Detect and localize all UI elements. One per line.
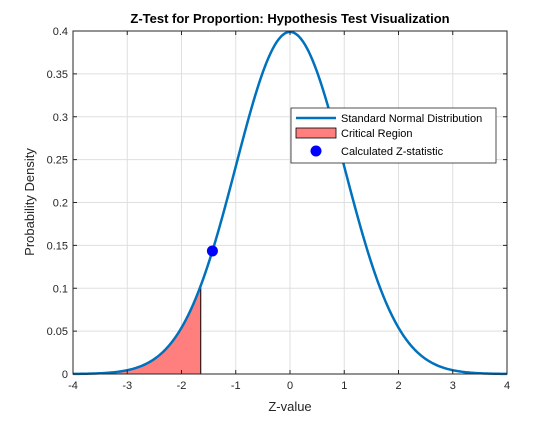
- x-tick-label: -4: [68, 380, 78, 392]
- y-tick-label: 0.15: [47, 240, 68, 252]
- y-axis-label: Probability Density: [22, 148, 37, 256]
- y-tick-label: 0.35: [47, 69, 68, 81]
- x-tick-labels: -4 -3 -2 -1 0 1 2 3 4: [68, 380, 510, 392]
- z-statistic-point: [206, 245, 218, 257]
- legend: Standard Normal Distribution Critical Re…: [290, 107, 497, 164]
- y-tick-label: 0: [62, 369, 68, 381]
- x-tick-label: 4: [504, 380, 510, 392]
- x-tick-label: -3: [122, 380, 132, 392]
- y-tick-label: 0.3: [53, 112, 68, 124]
- ticks: [72, 30, 508, 375]
- legend-entry-critical: Critical Region: [341, 128, 413, 140]
- marker-layer: [206, 245, 218, 257]
- y-tick-label: 0.25: [47, 155, 68, 167]
- chart-title: Z-Test for Proportion: Hypothesis Test V…: [130, 11, 449, 26]
- legend-area-swatch: [295, 127, 337, 139]
- x-tick-label: -1: [231, 380, 241, 392]
- legend-marker-swatch: [310, 145, 322, 157]
- x-tick-label: 0: [287, 380, 293, 392]
- legend-entry-normal: Standard Normal Distribution: [341, 113, 482, 125]
- x-axis-label: Z-value: [268, 399, 311, 414]
- y-tick-labels: 0 0.05 0.1 0.15 0.2 0.25 0.3 0.35 0.4: [47, 26, 68, 381]
- y-tick-label: 0.4: [53, 26, 68, 38]
- x-tick-label: 3: [450, 380, 456, 392]
- y-tick-label: 0.2: [53, 198, 68, 210]
- legend-entry-zstat: Calculated Z-statistic: [341, 146, 444, 158]
- y-tick-label: 0.05: [47, 326, 68, 338]
- y-tick-label: 0.1: [53, 283, 68, 295]
- x-tick-label: 2: [395, 380, 401, 392]
- x-tick-label: -2: [177, 380, 187, 392]
- x-tick-label: 1: [341, 380, 347, 392]
